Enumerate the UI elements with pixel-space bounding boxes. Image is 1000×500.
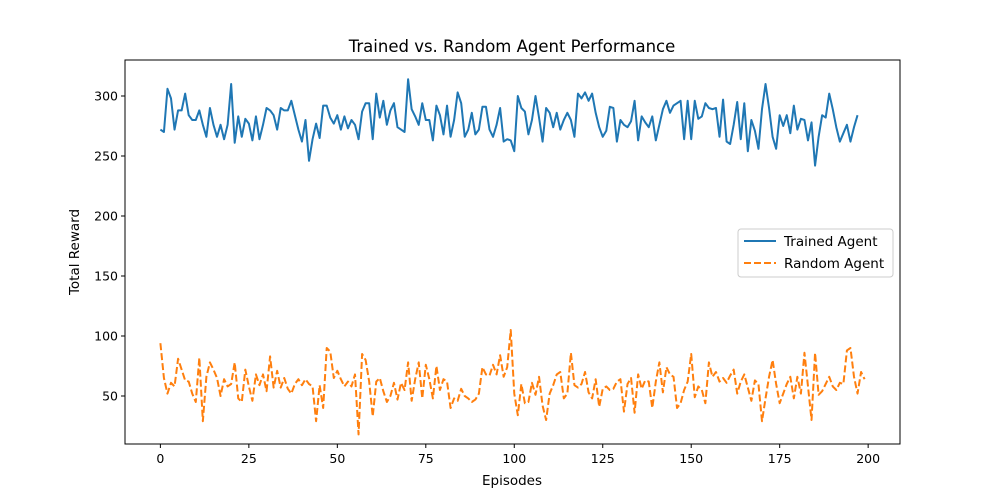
series-line-trained-agent <box>159 78 859 167</box>
y-axis-title: Total Reward <box>67 209 83 296</box>
x-tick-label: 100 <box>502 451 526 466</box>
y-tick-label: 300 <box>94 89 118 104</box>
chart-title: Trained vs. Random Agent Performance <box>348 37 676 56</box>
y-tick-label: 100 <box>94 329 118 344</box>
y-tick-label: 50 <box>102 389 118 404</box>
y-tick-label: 150 <box>94 269 118 284</box>
x-tick-label: 175 <box>768 451 792 466</box>
x-tick-label: 75 <box>418 451 434 466</box>
x-tick-label: 200 <box>856 451 880 466</box>
series-layer <box>159 78 866 436</box>
y-tick-label: 200 <box>94 209 118 224</box>
x-axis-title: Episodes <box>482 473 542 489</box>
x-tick-label: 0 <box>156 451 164 466</box>
legend-label-random-agent: Random Agent <box>784 256 884 272</box>
legend-label-trained-agent: Trained Agent <box>783 234 878 250</box>
x-tick-label: 125 <box>591 451 615 466</box>
plot-area <box>124 59 901 445</box>
legend-box <box>737 228 894 278</box>
x-tick-label: 25 <box>241 451 257 466</box>
series-line-random-agent <box>159 329 866 436</box>
x-axis: 0 25 50 75 100 125 150 175 200 <box>156 444 880 466</box>
x-tick-label: 150 <box>679 451 703 466</box>
plot-frame <box>124 59 901 445</box>
legend: Trained Agent Random Agent <box>737 228 894 278</box>
x-tick-label: 50 <box>329 451 345 466</box>
y-tick-label: 250 <box>94 149 118 164</box>
y-axis: 50 100 150 200 250 300 <box>94 89 125 404</box>
